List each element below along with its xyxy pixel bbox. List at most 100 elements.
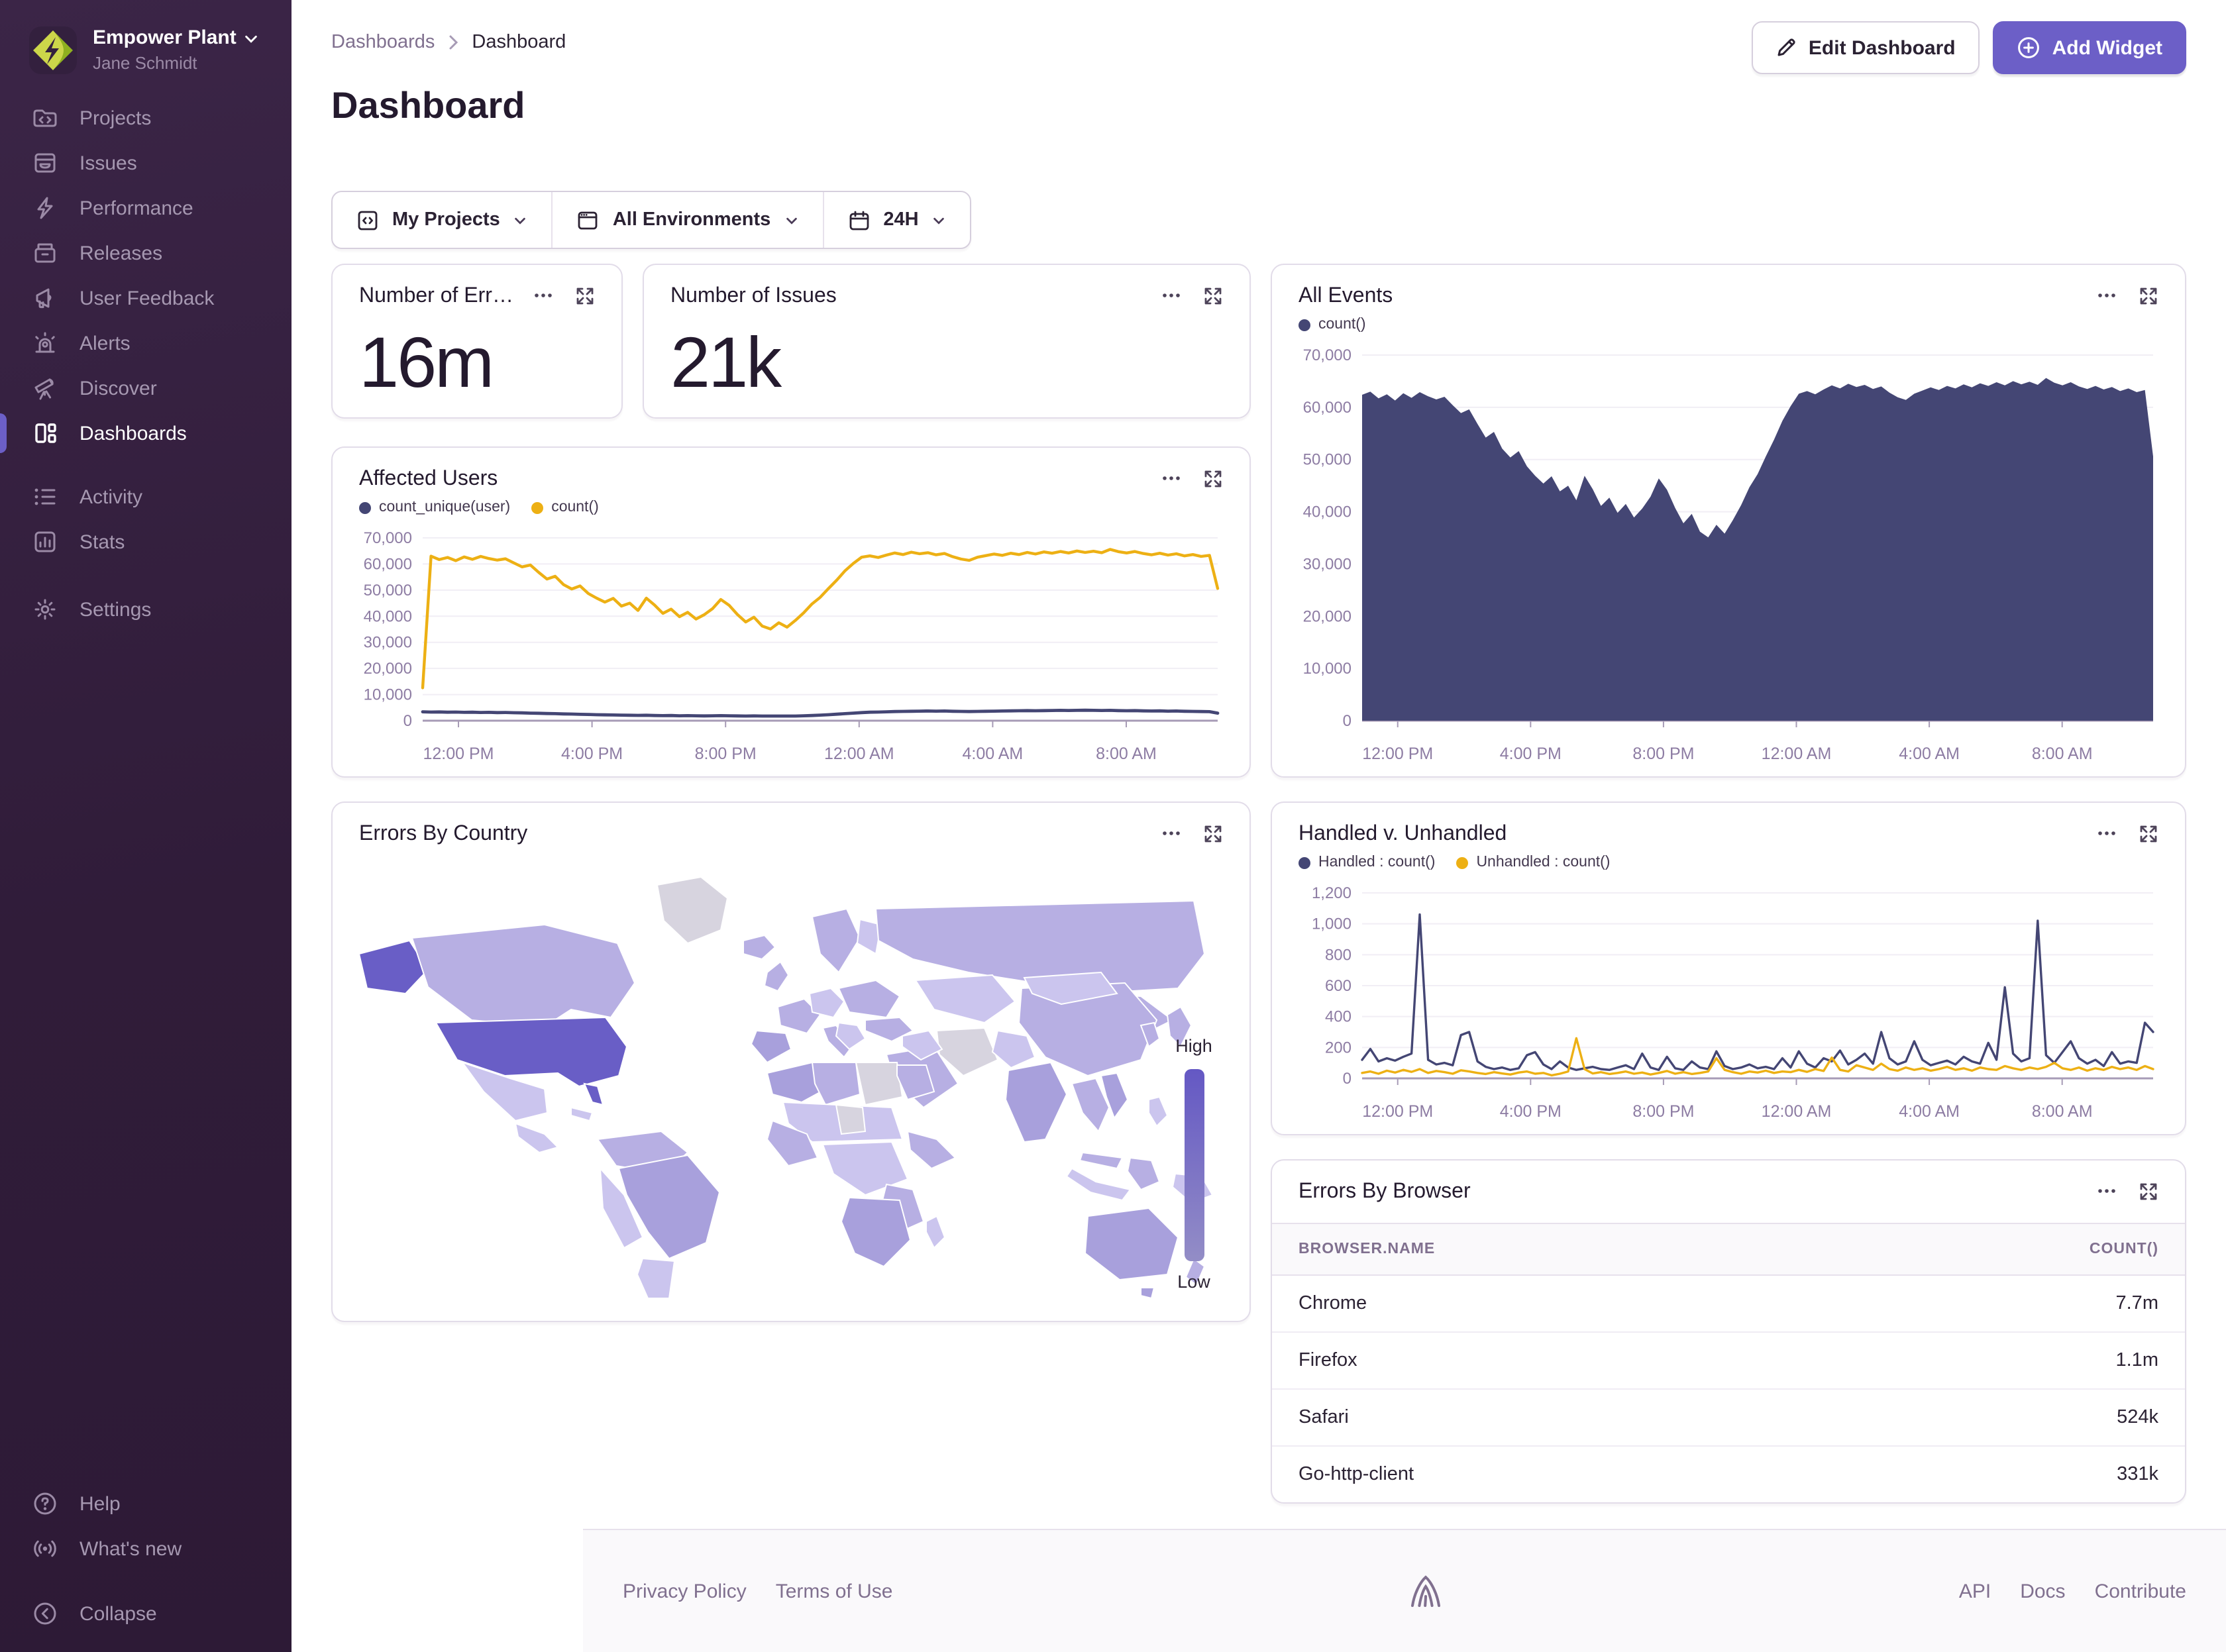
widget-title: Number of Issues [670,285,837,309]
sidebar-item-help[interactable]: Help [0,1481,292,1526]
big-number-value: 21k [644,309,1249,404]
breadcrumb-dashboards-link[interactable]: Dashboards [331,32,435,53]
breadcrumb-current: Dashboard [472,32,566,53]
svg-text:50,000: 50,000 [364,582,412,599]
svg-text:800: 800 [1325,946,1352,964]
sidebar-item-projects[interactable]: Projects [0,95,292,140]
handled-unhandled-chart[interactable]: 02004006008001,0001,20012:00 PM4:00 PM8:… [1285,885,2172,1123]
expand-icon[interactable] [575,285,595,305]
svg-text:8:00 PM: 8:00 PM [1632,745,1694,763]
sidebar-item-settings[interactable]: Settings [0,587,292,632]
svg-text:10,000: 10,000 [1303,660,1352,678]
collapse-icon [32,1600,58,1627]
sidebar-item-whats-new[interactable]: What's new [0,1526,292,1571]
svg-text:4:00 AM: 4:00 AM [1899,1102,1960,1121]
svg-text:4:00 PM: 4:00 PM [561,745,623,763]
sidebar-item-user-feedback[interactable]: User Feedback [0,276,292,321]
browser-name-cell: Go-http-client [1298,1464,1414,1485]
widget-title: Errors By Browser [1298,1180,1471,1204]
expand-icon[interactable] [1203,468,1223,488]
svg-text:0: 0 [1343,712,1352,730]
chevron-down-icon [784,213,798,227]
main-content: Dashboards Dashboard Dashboard Edit Dash… [292,0,2226,1652]
widget-affected-users: Affected Users count_unique(user) count(… [331,446,1251,778]
stats-icon [32,529,58,555]
widget-menu-button[interactable] [1161,285,1182,306]
svg-text:0: 0 [1343,1070,1352,1088]
chart-legend: count_unique(user) count() [333,491,1249,515]
sidebar-item-discover[interactable]: Discover [0,366,292,411]
country-south-africa [841,1198,910,1266]
sidebar-item-performance[interactable]: Performance [0,185,292,231]
country-india [1006,1062,1067,1142]
svg-text:70,000: 70,000 [364,530,412,547]
table-header: BROWSER.NAME COUNT() [1272,1223,2185,1276]
gear-icon [32,596,58,623]
world-map[interactable] [346,861,1220,1305]
svg-text:40,000: 40,000 [364,607,412,625]
sidebar-item-stats[interactable]: Stats [0,519,292,564]
api-link[interactable]: API [1959,1580,1991,1602]
performance-icon [32,195,58,221]
svg-text:30,000: 30,000 [1303,555,1352,573]
svg-text:12:00 PM: 12:00 PM [1362,1102,1433,1121]
map-legend-high: High [1165,1036,1223,1056]
count-cell: 524k [2117,1407,2158,1428]
org-switcher[interactable]: Empower Plant Jane Schmidt [0,0,292,74]
sidebar-item-dashboards[interactable]: Dashboards [0,411,292,456]
legend-dot [1456,856,1468,868]
sidebar-item-alerts[interactable]: Alerts [0,321,292,366]
time-range-filter[interactable]: 24H [822,192,970,248]
add-widget-button[interactable]: Add Widget [1993,21,2186,74]
widget-menu-button[interactable] [2096,823,2117,844]
country-argentina [637,1259,674,1298]
widget-menu-button[interactable] [2096,1180,2117,1202]
docs-link[interactable]: Docs [2020,1580,2065,1602]
sidebar-item-activity[interactable]: Activity [0,474,292,519]
privacy-policy-link[interactable]: Privacy Policy [623,1580,747,1602]
svg-text:10,000: 10,000 [364,686,412,704]
svg-text:1,000: 1,000 [1312,915,1352,933]
chart-legend: count() [1272,309,2185,333]
widget-title: Affected Users [359,468,498,491]
affected-users-chart[interactable]: 010,00020,00030,00040,00050,00060,00070,… [346,530,1236,766]
widget-menu-button[interactable] [2096,285,2117,306]
widget-menu-button[interactable] [1161,823,1182,844]
project-filter[interactable]: My Projects [333,192,552,248]
all-events-chart[interactable]: 010,00020,00030,00040,00050,00060,00070,… [1285,347,2172,766]
widget-menu-button[interactable] [1161,468,1182,489]
expand-icon[interactable] [2139,1181,2158,1201]
widget-errors-by-browser: Errors By Browser BROWSER.NAME COUNT() C… [1271,1159,2186,1504]
expand-icon[interactable] [1203,823,1223,843]
chevron-down-icon [932,213,947,227]
activity-icon [32,484,58,510]
legend-dot [531,501,543,513]
svg-text:200: 200 [1325,1039,1352,1057]
svg-text:60,000: 60,000 [1303,399,1352,417]
svg-text:40,000: 40,000 [1303,503,1352,521]
terms-of-use-link[interactable]: Terms of Use [776,1580,893,1602]
sidebar-collapse-button[interactable]: Collapse [0,1591,292,1636]
svg-text:12:00 AM: 12:00 AM [1762,1102,1832,1121]
country-canada [412,925,635,1027]
expand-icon[interactable] [2139,285,2158,305]
sidebar-item-releases[interactable]: Releases [0,231,292,276]
table-row: Firefox1.1m [1272,1333,2185,1390]
expand-icon[interactable] [2139,823,2158,843]
widget-menu-button[interactable] [533,285,554,306]
edit-dashboard-button[interactable]: Edit Dashboard [1752,21,1980,74]
chevron-down-icon [244,31,259,46]
breadcrumb-chevron-icon [448,34,458,50]
legend-dot [1298,319,1310,331]
contribute-link[interactable]: Contribute [2095,1580,2186,1602]
calendar-icon [847,209,870,231]
environment-filter-icon [577,209,600,231]
sidebar-item-issues[interactable]: Issues [0,140,292,185]
environment-filter[interactable]: All Environments [552,192,823,248]
expand-icon[interactable] [1203,285,1223,305]
svg-text:4:00 AM: 4:00 AM [963,745,1024,763]
svg-text:8:00 PM: 8:00 PM [1632,1102,1694,1121]
svg-text:12:00 PM: 12:00 PM [423,745,494,763]
map-legend: High Low [1165,1036,1223,1292]
column-browser-name: BROWSER.NAME [1298,1241,1435,1257]
